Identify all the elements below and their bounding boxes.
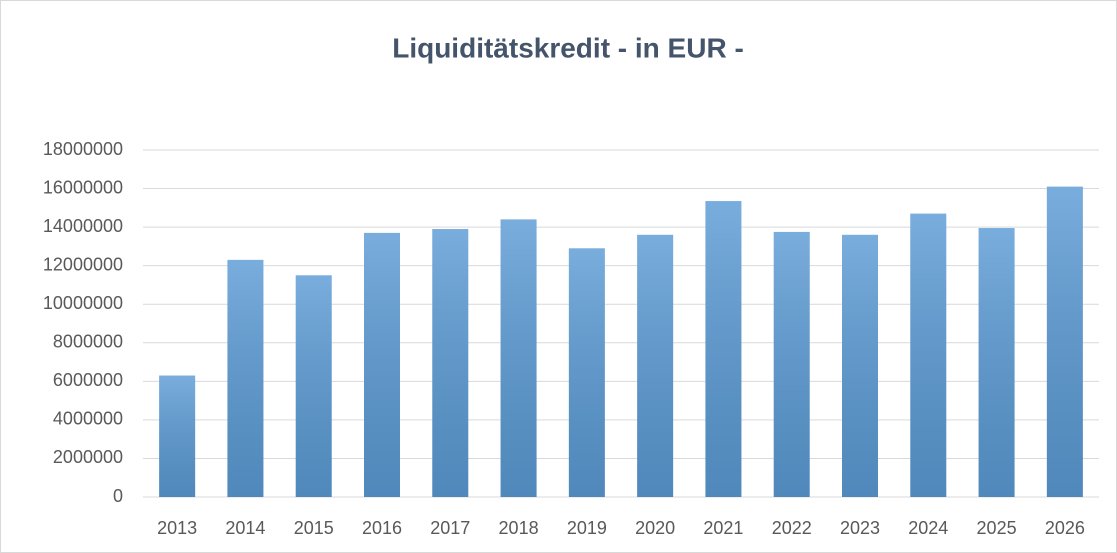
bar-shade — [637, 234, 674, 498]
x-tick-label: 2018 — [499, 518, 539, 538]
x-tick-label: 2019 — [567, 518, 607, 538]
x-tick-label: 2024 — [908, 518, 948, 538]
x-tick-label: 2021 — [703, 518, 743, 538]
y-tick-label: 0 — [113, 486, 123, 506]
y-tick-label: 10000000 — [43, 293, 123, 313]
chart-title: Liquiditätskredit - in EUR - — [392, 32, 744, 63]
bar-shade — [568, 248, 605, 497]
x-tick-label: 2016 — [362, 518, 402, 538]
bar-shade — [773, 231, 810, 498]
x-tick-label: 2023 — [840, 518, 880, 538]
bar-shade — [432, 229, 469, 498]
y-tick-label: 16000000 — [43, 177, 123, 197]
x-tick-label: 2020 — [635, 518, 675, 538]
bar-shade — [364, 232, 400, 497]
x-tick-label: 2022 — [772, 518, 812, 538]
bar-shade — [910, 213, 947, 497]
y-tick-label: 12000000 — [43, 254, 123, 274]
bar-shade — [159, 375, 196, 497]
x-tick-label: 2013 — [157, 518, 197, 538]
x-tick-label: 2025 — [977, 518, 1017, 538]
y-tick-label: 2000000 — [53, 447, 123, 467]
y-tick-label: 4000000 — [53, 409, 123, 429]
bar-shade — [842, 234, 878, 498]
y-tick-label: 8000000 — [53, 332, 123, 352]
y-tick-label: 18000000 — [43, 139, 123, 159]
bar-shade — [500, 219, 537, 497]
bar-shade — [295, 275, 332, 497]
y-tick-label: 14000000 — [43, 216, 123, 236]
x-tick-label: 2015 — [294, 518, 334, 538]
bar-shade — [978, 228, 1015, 497]
y-tick-label: 6000000 — [53, 370, 123, 390]
x-tick-label: 2017 — [430, 518, 470, 538]
x-tick-label: 2014 — [225, 518, 265, 538]
x-tick-label: 2026 — [1045, 518, 1085, 538]
bar-shade — [227, 259, 264, 497]
bar-shade — [1046, 186, 1083, 497]
bar-shade — [705, 201, 742, 497]
